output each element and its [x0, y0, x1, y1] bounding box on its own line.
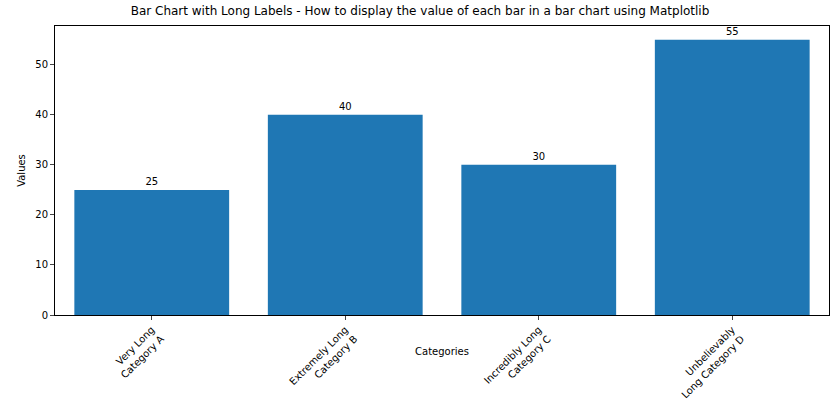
svg-text:40: 40 [339, 101, 352, 112]
svg-text:25: 25 [145, 176, 158, 187]
svg-text:UnbelievablyLong Category D: UnbelievablyLong Category D [670, 324, 747, 401]
svg-text:40: 40 [35, 109, 48, 120]
svg-text:Values: Values [16, 154, 27, 187]
svg-text:0: 0 [42, 310, 48, 321]
svg-text:55: 55 [726, 26, 739, 37]
svg-text:30: 30 [532, 151, 545, 162]
svg-text:30: 30 [35, 159, 48, 170]
svg-text:Very LongCategory A: Very LongCategory A [110, 324, 166, 380]
svg-text:Incredibly LongCategory C: Incredibly LongCategory C [482, 324, 553, 395]
svg-text:20: 20 [35, 209, 48, 220]
svg-text:50: 50 [35, 59, 48, 70]
svg-text:Categories: Categories [415, 346, 469, 357]
svg-text:Extremely LongCategory B: Extremely LongCategory B [287, 324, 359, 396]
svg-text:Bar Chart with Long Labels - H: Bar Chart with Long Labels - How to disp… [131, 4, 710, 18]
svg-text:10: 10 [35, 259, 48, 270]
